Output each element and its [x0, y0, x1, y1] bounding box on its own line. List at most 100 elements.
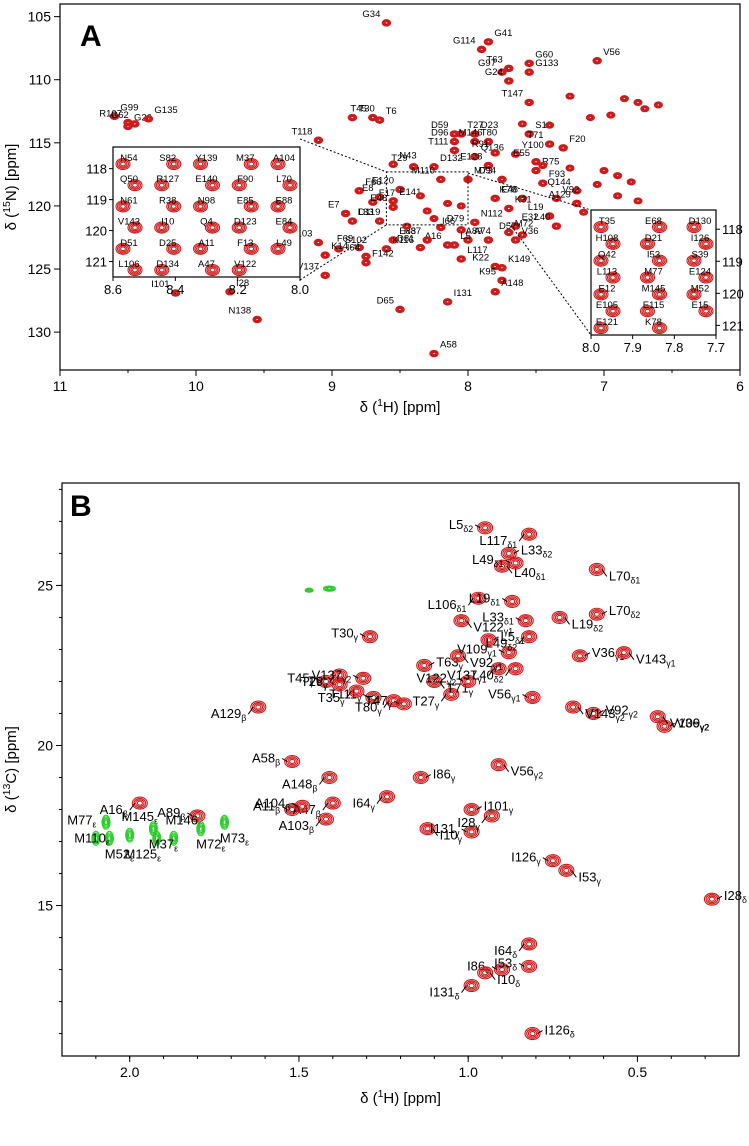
- peak-label: V109γ1: [457, 642, 497, 659]
- peak-contour: [610, 308, 616, 314]
- peak-label: T35γ: [318, 690, 345, 707]
- peak-contour: [653, 712, 663, 721]
- peak: [282, 179, 298, 192]
- peak-contour: [511, 236, 520, 244]
- peak: [510, 150, 521, 158]
- peak-contour: [491, 195, 500, 202]
- peak-contour: [443, 199, 453, 207]
- peak: [426, 674, 443, 689]
- peak-contour: [545, 121, 555, 129]
- peak-label: E68: [645, 216, 662, 227]
- y-axis-label: δ (15N) [ppm]: [1, 144, 20, 231]
- peak-contour: [524, 1027, 541, 1041]
- peak-contour: [125, 827, 135, 843]
- peak-contour: [369, 199, 376, 205]
- label-subscript: β: [285, 802, 290, 812]
- peak-contour: [484, 236, 493, 244]
- label-base: V36: [677, 715, 700, 730]
- label-subscript: β: [312, 784, 317, 794]
- peak-label: M145: [642, 283, 666, 294]
- peak-label: M72: [515, 218, 533, 229]
- label-subscript: γ2: [616, 713, 625, 723]
- peak-contour: [497, 562, 507, 571]
- peak: [538, 179, 548, 187]
- peak-contour: [656, 224, 663, 230]
- tick-label: 118: [722, 222, 743, 237]
- peak-contour: [436, 223, 446, 232]
- peak-contour: [368, 199, 377, 206]
- label-subscript: β: [241, 713, 246, 723]
- peak-contour: [270, 157, 286, 171]
- peak-contour: [504, 205, 513, 212]
- peak-contour: [620, 95, 629, 102]
- peak: [593, 254, 609, 267]
- peak-contour: [565, 92, 575, 100]
- peak-contour: [255, 317, 260, 322]
- peak-contour: [314, 137, 323, 144]
- peak-contour: [323, 772, 336, 783]
- peak-contour: [334, 245, 344, 253]
- label-subscript: γ2: [629, 709, 638, 719]
- peak: [649, 710, 666, 724]
- peak-label: M73: [474, 165, 492, 176]
- peak-label: V122γ2: [417, 670, 457, 687]
- peak: [429, 215, 439, 223]
- peak-contour: [525, 60, 534, 67]
- label-subscript: δ2: [463, 524, 473, 534]
- label-superscript: 15: [1, 201, 13, 213]
- peak-contour: [356, 188, 363, 194]
- peak: [127, 263, 143, 277]
- peak-contour: [157, 181, 167, 189]
- peak: [374, 116, 385, 124]
- label-base: T27: [412, 693, 434, 708]
- peak-contour: [115, 200, 131, 213]
- peak: [605, 305, 621, 318]
- peak-label: K149: [508, 254, 530, 265]
- peak-contour: [348, 114, 357, 121]
- peak-label: L70: [276, 174, 292, 185]
- peak-contour: [519, 232, 526, 238]
- peak-contour: [545, 122, 554, 129]
- peak-contour: [148, 821, 158, 837]
- peak-label: V122: [234, 259, 256, 270]
- peak-label: V56γ2: [511, 764, 544, 781]
- peak-contour: [245, 201, 258, 212]
- label-base: A58: [252, 750, 275, 765]
- peak-contour: [466, 981, 477, 990]
- peak-contour: [145, 116, 152, 122]
- peak-contour: [167, 201, 180, 212]
- peak: [470, 591, 487, 605]
- peak-contour: [350, 685, 363, 697]
- peak: [317, 812, 335, 826]
- peak-contour: [520, 616, 531, 625]
- peak-contour: [701, 273, 711, 282]
- peak-contour: [497, 965, 507, 974]
- peak-contour: [443, 687, 460, 701]
- peak-label: N43: [399, 150, 416, 161]
- peak-label: V92: [562, 184, 579, 195]
- peak-contour: [659, 722, 670, 731]
- leader-line: [669, 722, 675, 727]
- peak: [510, 236, 521, 244]
- peak-contour: [526, 60, 533, 66]
- peak-contour: [504, 228, 514, 237]
- peak-contour: [570, 704, 577, 710]
- label-base: T45: [287, 670, 309, 685]
- peak-label: A103: [290, 229, 312, 240]
- peak-label: N98: [198, 195, 215, 206]
- peak-label: I64γ: [352, 796, 375, 813]
- peak: [504, 594, 521, 608]
- peak: [453, 614, 470, 628]
- peak: [524, 68, 534, 76]
- peak: [374, 193, 385, 201]
- peak-contour: [480, 968, 490, 977]
- peak: [524, 130, 534, 138]
- peak-contour: [493, 196, 498, 200]
- peak-contour: [396, 186, 404, 193]
- peak-contour: [377, 195, 382, 199]
- peak-contour: [590, 710, 597, 717]
- peak-label: A16: [425, 231, 442, 242]
- inset-frame: [112, 146, 301, 278]
- peak-contour: [228, 290, 232, 294]
- zoom-line: [299, 224, 387, 281]
